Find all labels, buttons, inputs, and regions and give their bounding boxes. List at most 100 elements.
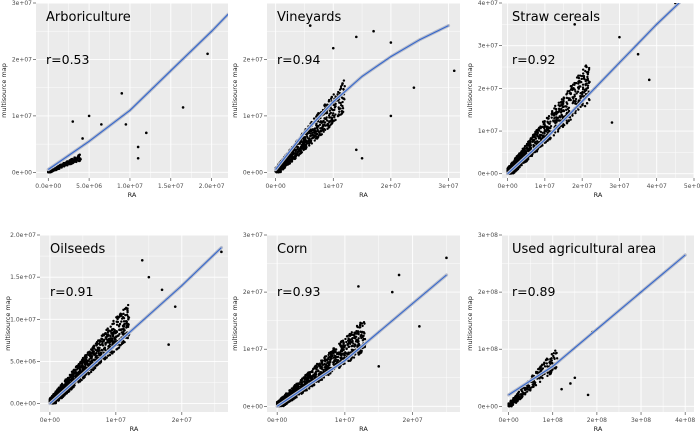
data-point <box>57 164 60 168</box>
data-point <box>74 374 77 377</box>
data-point <box>61 394 65 398</box>
data-point <box>124 313 127 317</box>
data-point <box>73 157 76 161</box>
data-point <box>334 348 338 351</box>
data-point <box>338 110 341 113</box>
data-point <box>337 113 341 116</box>
data-point <box>532 135 535 139</box>
data-point <box>276 401 279 404</box>
data-point <box>289 399 292 402</box>
data-point <box>319 367 323 370</box>
outlier-point <box>389 41 393 44</box>
data-point <box>326 361 330 364</box>
data-point <box>89 348 93 351</box>
data-point <box>77 370 81 374</box>
data-point <box>126 307 129 310</box>
data-point <box>350 333 353 337</box>
data-point <box>546 128 549 132</box>
data-point <box>527 388 530 391</box>
data-point <box>70 162 74 165</box>
data-point <box>62 164 66 168</box>
data-point <box>353 331 356 334</box>
data-point <box>330 352 333 356</box>
fit-line <box>47 13 228 170</box>
data-point <box>320 133 324 136</box>
data-point <box>119 344 122 347</box>
data-point <box>69 374 73 377</box>
data-point <box>358 350 361 354</box>
data-point <box>61 386 65 389</box>
data-point <box>100 337 104 341</box>
data-point <box>324 358 327 362</box>
data-point <box>546 131 549 134</box>
data-point <box>583 77 586 81</box>
data-point <box>298 142 301 145</box>
data-point <box>115 320 118 323</box>
outlier-point <box>560 387 563 391</box>
data-point <box>338 101 341 104</box>
data-point <box>293 157 297 161</box>
data-point <box>344 337 347 341</box>
data-point <box>525 147 529 151</box>
data-point <box>527 143 531 146</box>
data-point <box>294 155 297 158</box>
data-point <box>345 347 348 350</box>
data-point <box>286 393 289 397</box>
data-point <box>312 117 316 120</box>
data-point <box>73 371 76 374</box>
outlier-point <box>144 131 148 135</box>
data-point <box>117 334 120 337</box>
data-point <box>562 109 566 113</box>
data-point <box>120 320 123 323</box>
data-point <box>286 163 289 166</box>
data-point <box>326 119 329 122</box>
data-point <box>541 125 544 129</box>
data-point <box>310 142 314 145</box>
data-point <box>362 334 365 338</box>
data-point <box>75 371 78 374</box>
data-point <box>110 352 113 355</box>
data-point <box>100 348 103 352</box>
data-point <box>296 382 300 385</box>
data-point <box>570 85 573 88</box>
chart-title: Vineyards <box>277 10 341 25</box>
data-point <box>539 130 543 133</box>
data-point <box>325 116 328 119</box>
data-point <box>579 94 582 98</box>
data-point <box>523 144 527 148</box>
data-point <box>302 147 306 151</box>
data-point <box>565 105 568 108</box>
data-point <box>81 364 84 367</box>
data-point <box>315 126 319 130</box>
data-point <box>102 338 106 341</box>
data-point <box>334 356 337 360</box>
data-point <box>85 356 88 359</box>
y-tick-label: 2e+08 <box>478 289 498 296</box>
data-point <box>71 370 74 374</box>
x-tick-label: 1e+08 <box>543 417 563 424</box>
data-point <box>575 92 578 95</box>
chart-panel-6: 0e+00 1e+08 2e+08 3e+08 4e+08 0e+00 1e+08 2e+08… <box>466 232 695 433</box>
outlier-point <box>397 273 401 277</box>
outlier-point <box>120 92 124 95</box>
data-point <box>536 135 540 138</box>
data-point <box>552 356 556 359</box>
data-point <box>515 158 518 162</box>
chart-panel-5: 0e+00 1e+07 2e+07 0e+00 1e+07 2e+07 3e+07 RA mul… <box>231 232 460 433</box>
y-tick-label: 2e+07 <box>12 56 32 63</box>
data-point <box>90 359 94 362</box>
data-point <box>574 99 577 103</box>
data-point <box>329 97 333 100</box>
data-point <box>323 362 326 366</box>
outlier-point <box>573 23 576 26</box>
data-point <box>554 119 557 122</box>
data-point <box>577 74 580 77</box>
data-point <box>347 359 350 363</box>
y-tick-label: 1e+07 <box>12 113 32 120</box>
data-point <box>543 130 546 134</box>
data-point <box>315 122 318 126</box>
data-point <box>349 351 352 354</box>
data-point <box>313 375 316 378</box>
y-tick-label: 1.0e+07 <box>10 316 36 323</box>
outlier-point <box>389 114 393 118</box>
